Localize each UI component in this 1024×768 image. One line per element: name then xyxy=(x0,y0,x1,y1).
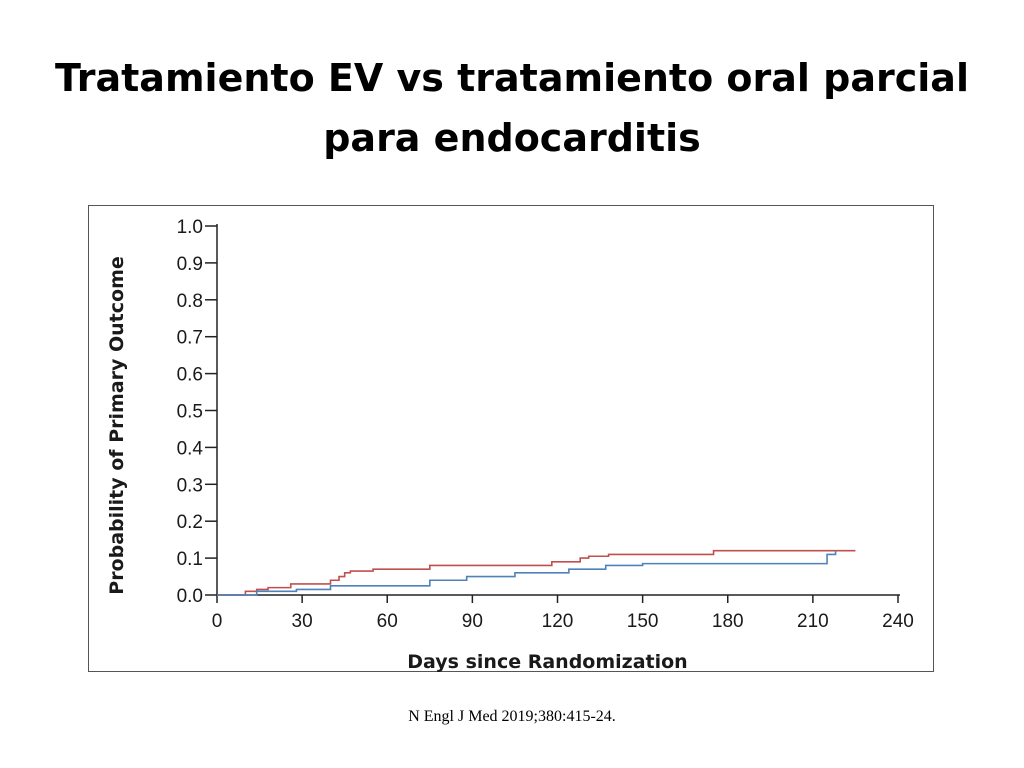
x-tick-label: 90 xyxy=(462,611,483,632)
y-tick-label: 0.0 xyxy=(177,586,203,607)
slide-title: Tratamiento EV vs tratamiento oral parci… xyxy=(40,48,984,168)
x-tick-label: 150 xyxy=(627,611,659,632)
series-line-2 xyxy=(217,550,837,596)
series-line-1 xyxy=(217,549,856,596)
y-tick-label: 0.6 xyxy=(177,365,203,386)
km-chart: 0.0 0.1 0.2 0.3 0.4 0.5 0.6 0.7 0.8 0.9 1.0 0 30 60 9… xyxy=(88,205,934,673)
x-tick-label: 0 xyxy=(212,611,223,632)
y-tick-label: 0.5 xyxy=(177,402,203,423)
x-axis: 0 30 60 90 120 150 180 210 240 xyxy=(212,594,914,632)
x-tick-label: 240 xyxy=(882,611,914,632)
y-tick-label: 1.0 xyxy=(177,217,203,238)
y-tick-label: 0.8 xyxy=(177,291,203,312)
x-axis-title: Days since Randomization xyxy=(407,651,687,673)
x-tick-label: 120 xyxy=(542,611,574,632)
y-tick-label: 0.7 xyxy=(177,328,203,349)
y-tick-label: 0.4 xyxy=(177,438,204,459)
y-tick-label: 0.2 xyxy=(177,512,203,533)
km-chart-svg: 0.0 0.1 0.2 0.3 0.4 0.5 0.6 0.7 0.8 0.9 1.0 0 30 60 9… xyxy=(106,217,914,673)
y-tick-label: 0.9 xyxy=(177,254,203,275)
y-axis: 0.0 0.1 0.2 0.3 0.4 0.5 0.6 0.7 0.8 0.9 1.0 xyxy=(177,217,218,607)
citation: N Engl J Med 2019;380:415-24. xyxy=(408,708,616,725)
slide-title-line-1: Tratamiento EV vs tratamiento oral parci… xyxy=(55,56,969,100)
x-tick-label: 30 xyxy=(292,611,313,632)
y-tick-label: 0.1 xyxy=(177,549,203,570)
series-group xyxy=(217,549,856,596)
x-tick-label: 180 xyxy=(712,611,744,632)
slide-title-line-2: para endocarditis xyxy=(323,116,701,160)
x-tick-label: 210 xyxy=(797,611,829,632)
y-tick-label: 0.3 xyxy=(177,475,203,496)
y-axis-title: Probability of Primary Outcome xyxy=(106,256,128,594)
x-tick-label: 60 xyxy=(377,611,398,632)
